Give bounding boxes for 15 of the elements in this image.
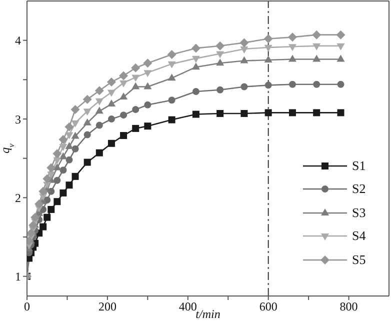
legend-label: S5: [352, 252, 366, 268]
x-tick-label: 200: [98, 300, 116, 314]
y-tick-label: 2: [15, 190, 21, 205]
legend-label: S3: [352, 204, 366, 221]
x-tick-label: 800: [340, 300, 358, 314]
y-tick-label: 1: [15, 270, 21, 284]
y-tick-label: 3: [15, 112, 21, 126]
x-tick-label: 400: [178, 300, 197, 314]
legend-label: S4: [352, 228, 366, 244]
legend-label: S1: [352, 158, 366, 174]
x-axis-title: t/min: [196, 307, 220, 321]
x-tick-label: 0: [24, 300, 30, 314]
legend-label: S2: [352, 181, 366, 198]
x-tick-label: 600: [259, 300, 278, 314]
y-tick-label: 4: [15, 34, 21, 48]
